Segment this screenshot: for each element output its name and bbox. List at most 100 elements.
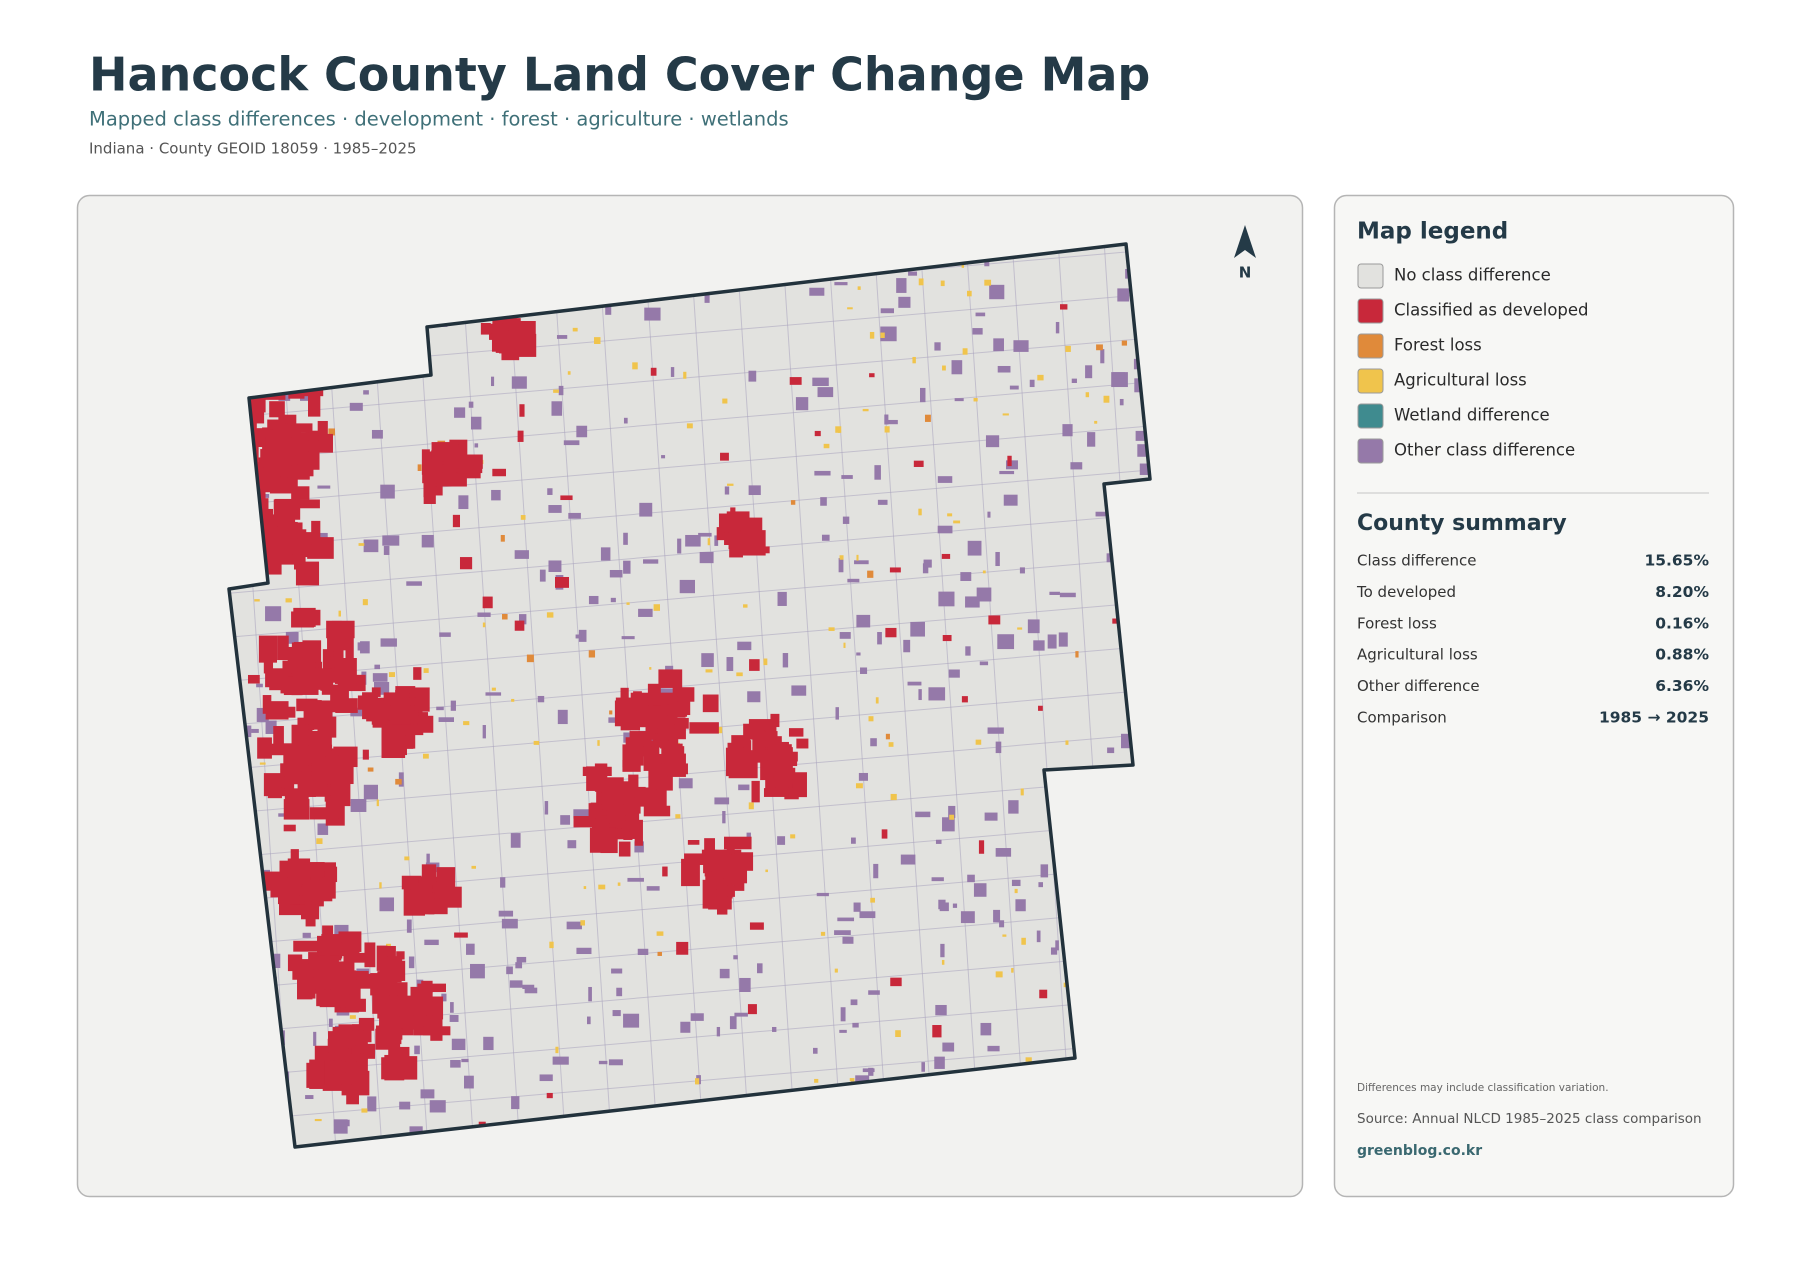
patch <box>333 1119 350 1127</box>
patch <box>679 579 696 594</box>
patch <box>273 953 281 969</box>
patch <box>265 720 277 734</box>
patch <box>424 939 439 946</box>
patch <box>458 495 469 510</box>
patch <box>884 414 889 425</box>
patch <box>675 814 681 819</box>
patch <box>790 500 796 505</box>
patch <box>431 1001 441 1013</box>
patch <box>267 787 282 799</box>
patch <box>730 507 736 514</box>
patch <box>295 432 309 456</box>
patch <box>420 1089 435 1099</box>
patch <box>644 307 661 321</box>
patch <box>516 956 527 963</box>
patch <box>498 910 514 917</box>
patch <box>900 854 916 865</box>
patch <box>1060 304 1068 310</box>
patch <box>665 665 674 672</box>
patch <box>715 853 732 871</box>
patch <box>733 878 745 891</box>
patch <box>843 642 846 648</box>
patch <box>647 683 661 706</box>
patch <box>511 376 527 389</box>
patch <box>1055 321 1060 334</box>
patch <box>524 987 538 994</box>
patch <box>877 499 888 505</box>
patch <box>705 669 713 673</box>
patch <box>371 700 388 725</box>
patch <box>1005 460 1018 470</box>
patch <box>962 348 968 355</box>
patch <box>1117 288 1130 302</box>
patch <box>324 786 334 802</box>
patch <box>277 635 289 661</box>
patch <box>609 569 623 578</box>
patch <box>311 763 335 776</box>
patch <box>639 502 653 517</box>
patch <box>915 811 931 818</box>
patch <box>885 733 890 740</box>
patch <box>908 271 918 276</box>
patch <box>251 728 259 733</box>
patch <box>371 687 381 697</box>
patch <box>1038 882 1044 888</box>
patch <box>273 726 284 747</box>
patch <box>483 1036 494 1051</box>
road <box>229 953 1150 1035</box>
patch <box>687 840 700 845</box>
patch <box>720 452 729 461</box>
patch <box>934 342 941 351</box>
patch <box>1049 591 1060 595</box>
patch <box>874 465 881 480</box>
patch <box>623 417 628 424</box>
road <box>735 244 797 1147</box>
patch <box>1070 462 1083 470</box>
patch <box>556 335 568 339</box>
patch <box>881 829 888 839</box>
patch <box>567 840 577 849</box>
patch <box>363 784 379 800</box>
road <box>229 381 1150 463</box>
patch <box>363 390 369 395</box>
patch <box>470 416 482 430</box>
patch <box>343 952 372 963</box>
patch <box>273 499 301 520</box>
patch <box>558 385 564 396</box>
patch <box>889 567 901 573</box>
patch <box>622 759 641 772</box>
road <box>505 244 567 1147</box>
patch <box>728 750 758 779</box>
patch <box>463 721 470 726</box>
patch <box>699 551 714 564</box>
patch <box>1009 385 1019 390</box>
patch <box>722 398 728 404</box>
patch <box>480 322 491 335</box>
patch <box>995 848 1012 857</box>
patch <box>820 931 826 936</box>
patch <box>823 443 830 449</box>
patch <box>1139 463 1150 475</box>
patch <box>662 866 668 877</box>
patch <box>308 395 321 417</box>
patch <box>292 499 320 509</box>
patch <box>351 1045 361 1061</box>
patch <box>862 1068 875 1073</box>
summary-value: 8.20% <box>1655 583 1709 601</box>
patch <box>841 475 853 479</box>
patch <box>967 290 972 297</box>
patch <box>686 423 693 429</box>
patch <box>939 902 949 912</box>
patch <box>999 470 1015 475</box>
patch <box>952 903 958 908</box>
patch <box>1065 740 1069 745</box>
patch <box>716 885 728 915</box>
patch <box>454 932 468 938</box>
patch <box>291 671 303 696</box>
patch <box>345 1061 357 1073</box>
patch <box>265 701 289 720</box>
patch <box>259 498 269 527</box>
summary-value: 1985 → 2025 <box>1599 709 1709 727</box>
patch <box>322 925 334 939</box>
patch <box>482 622 486 628</box>
